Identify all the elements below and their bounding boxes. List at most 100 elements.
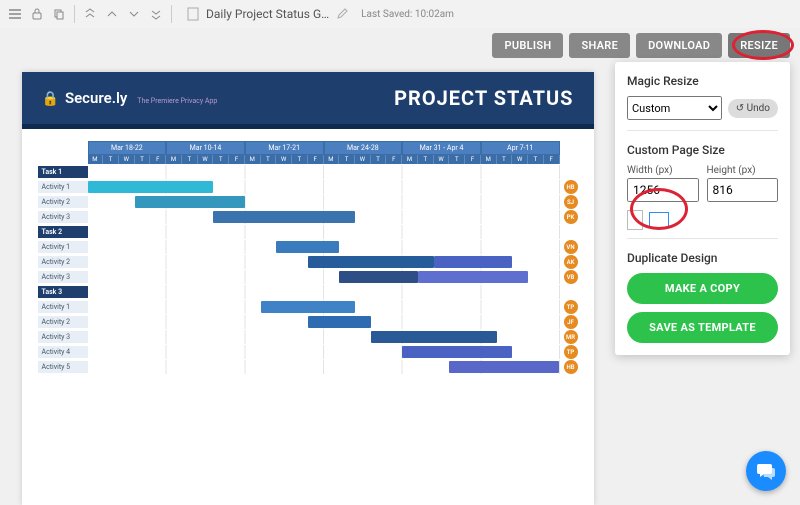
gantt-track [88, 180, 560, 194]
gantt-track [88, 210, 560, 224]
gantt-bar [339, 271, 418, 283]
panel-divider [627, 238, 778, 239]
week-header: Mar 18-22 [88, 141, 167, 155]
day-cell: M [324, 155, 340, 164]
move-down-icon[interactable] [125, 5, 143, 23]
assignee-badge: VB [564, 270, 578, 284]
task-label: Task 1 [38, 166, 88, 178]
brand-tag: The Premiere Privacy App [137, 97, 217, 105]
activity-label: Activity 3 [38, 331, 88, 343]
height-label: Height (px) [707, 165, 779, 176]
week-header: Mar 17-21 [245, 141, 324, 155]
gantt-bar [213, 211, 355, 223]
portrait-icon[interactable] [627, 210, 643, 230]
project-title: PROJECT STATUS [394, 86, 573, 110]
day-cell: F [386, 155, 402, 164]
day-cell: T [497, 155, 513, 164]
day-cell: T [182, 155, 198, 164]
share-button[interactable]: SHARE [569, 33, 630, 58]
menu-icon[interactable] [6, 5, 24, 23]
week-header: Mar 31 - Apr 4 [402, 141, 481, 155]
gantt-bar [135, 196, 245, 208]
divider [171, 5, 172, 23]
day-cell: M [88, 155, 104, 164]
day-cell: F [465, 155, 481, 164]
move-top-icon[interactable] [81, 5, 99, 23]
gantt-track [88, 225, 560, 239]
gantt-bar [308, 316, 371, 328]
gantt-track [88, 360, 560, 374]
gantt-track [88, 285, 560, 299]
copy-icon[interactable] [50, 5, 68, 23]
day-cell: M [245, 155, 261, 164]
edit-title-icon[interactable] [333, 5, 351, 23]
make-copy-button[interactable]: MAKE A COPY [627, 273, 778, 304]
gantt-track [88, 330, 560, 344]
week-header: Mar 10-14 [166, 141, 245, 155]
day-cell: W [276, 155, 292, 164]
assignee-badge: JF [564, 315, 578, 329]
document-title[interactable]: Daily Project Status G… [206, 7, 329, 21]
magic-resize-title: Magic Resize [627, 74, 778, 88]
undo-button[interactable]: ↺ Undo [728, 99, 778, 118]
lock-icon[interactable] [28, 5, 46, 23]
day-cell: T [371, 155, 387, 164]
gantt-track [88, 240, 560, 254]
gantt-track [88, 345, 560, 359]
download-button[interactable]: DOWNLOAD [636, 33, 722, 58]
day-cell: M [481, 155, 497, 164]
move-bottom-icon[interactable] [147, 5, 165, 23]
gantt-bar [276, 241, 339, 253]
gantt-track [88, 255, 560, 269]
duplicate-title: Duplicate Design [627, 251, 778, 265]
resize-preset-select[interactable]: Custom [627, 96, 722, 120]
gantt-bar [261, 301, 355, 313]
week-header: Mar 24-28 [324, 141, 403, 155]
activity-label: Activity 1 [38, 241, 88, 253]
activity-label: Activity 4 [38, 346, 88, 358]
gantt-track [88, 195, 560, 209]
activity-label: Activity 2 [38, 256, 88, 268]
height-input[interactable] [707, 178, 779, 202]
day-cell: T [292, 155, 308, 164]
assignee-badge: TP [564, 345, 578, 359]
gantt-bar [434, 256, 513, 268]
day-cell: F [229, 155, 245, 164]
day-cell: M [166, 155, 182, 164]
resize-panel: Magic Resize Custom ↺ Undo Custom Page S… [615, 62, 790, 355]
save-template-button[interactable]: SAVE AS TEMPLATE [627, 312, 778, 343]
gantt-bar [449, 361, 559, 373]
divider [74, 5, 75, 23]
panel-divider [627, 130, 778, 131]
undo-label: Undo [747, 103, 770, 114]
day-cell: F [544, 155, 560, 164]
day-cell: T [339, 155, 355, 164]
move-up-icon[interactable] [103, 5, 121, 23]
activity-label: Activity 2 [38, 196, 88, 208]
activity-label: Activity 3 [38, 271, 88, 283]
gantt-bar [371, 331, 497, 343]
day-cell: T [418, 155, 434, 164]
assignee-badge: HB [564, 180, 578, 194]
design-canvas[interactable]: 🔒 Secure.ly The Premiere Privacy App PRO… [22, 72, 594, 505]
publish-button[interactable]: PUBLISH [492, 33, 563, 58]
day-cell: T [213, 155, 229, 164]
day-cell: T [449, 155, 465, 164]
week-header: Apr 7-11 [481, 141, 560, 155]
day-cell: W [119, 155, 135, 164]
gantt-track [88, 300, 560, 314]
chat-fab[interactable] [746, 451, 786, 491]
assignee-badge: TP [564, 300, 578, 314]
resize-button[interactable]: RESIZE [728, 33, 790, 58]
width-label: Width (px) [627, 165, 699, 176]
landscape-icon[interactable] [649, 212, 669, 228]
day-cell: F [150, 155, 166, 164]
day-cell: F [308, 155, 324, 164]
brand: 🔒 Secure.ly The Premiere Privacy App [42, 89, 218, 107]
width-input[interactable] [627, 178, 699, 202]
activity-label: Activity 3 [38, 211, 88, 223]
document-title-wrap: Daily Project Status G… [184, 5, 351, 23]
orientation-toggle[interactable] [627, 210, 778, 230]
gantt-track [88, 315, 560, 329]
day-cell: W [434, 155, 450, 164]
